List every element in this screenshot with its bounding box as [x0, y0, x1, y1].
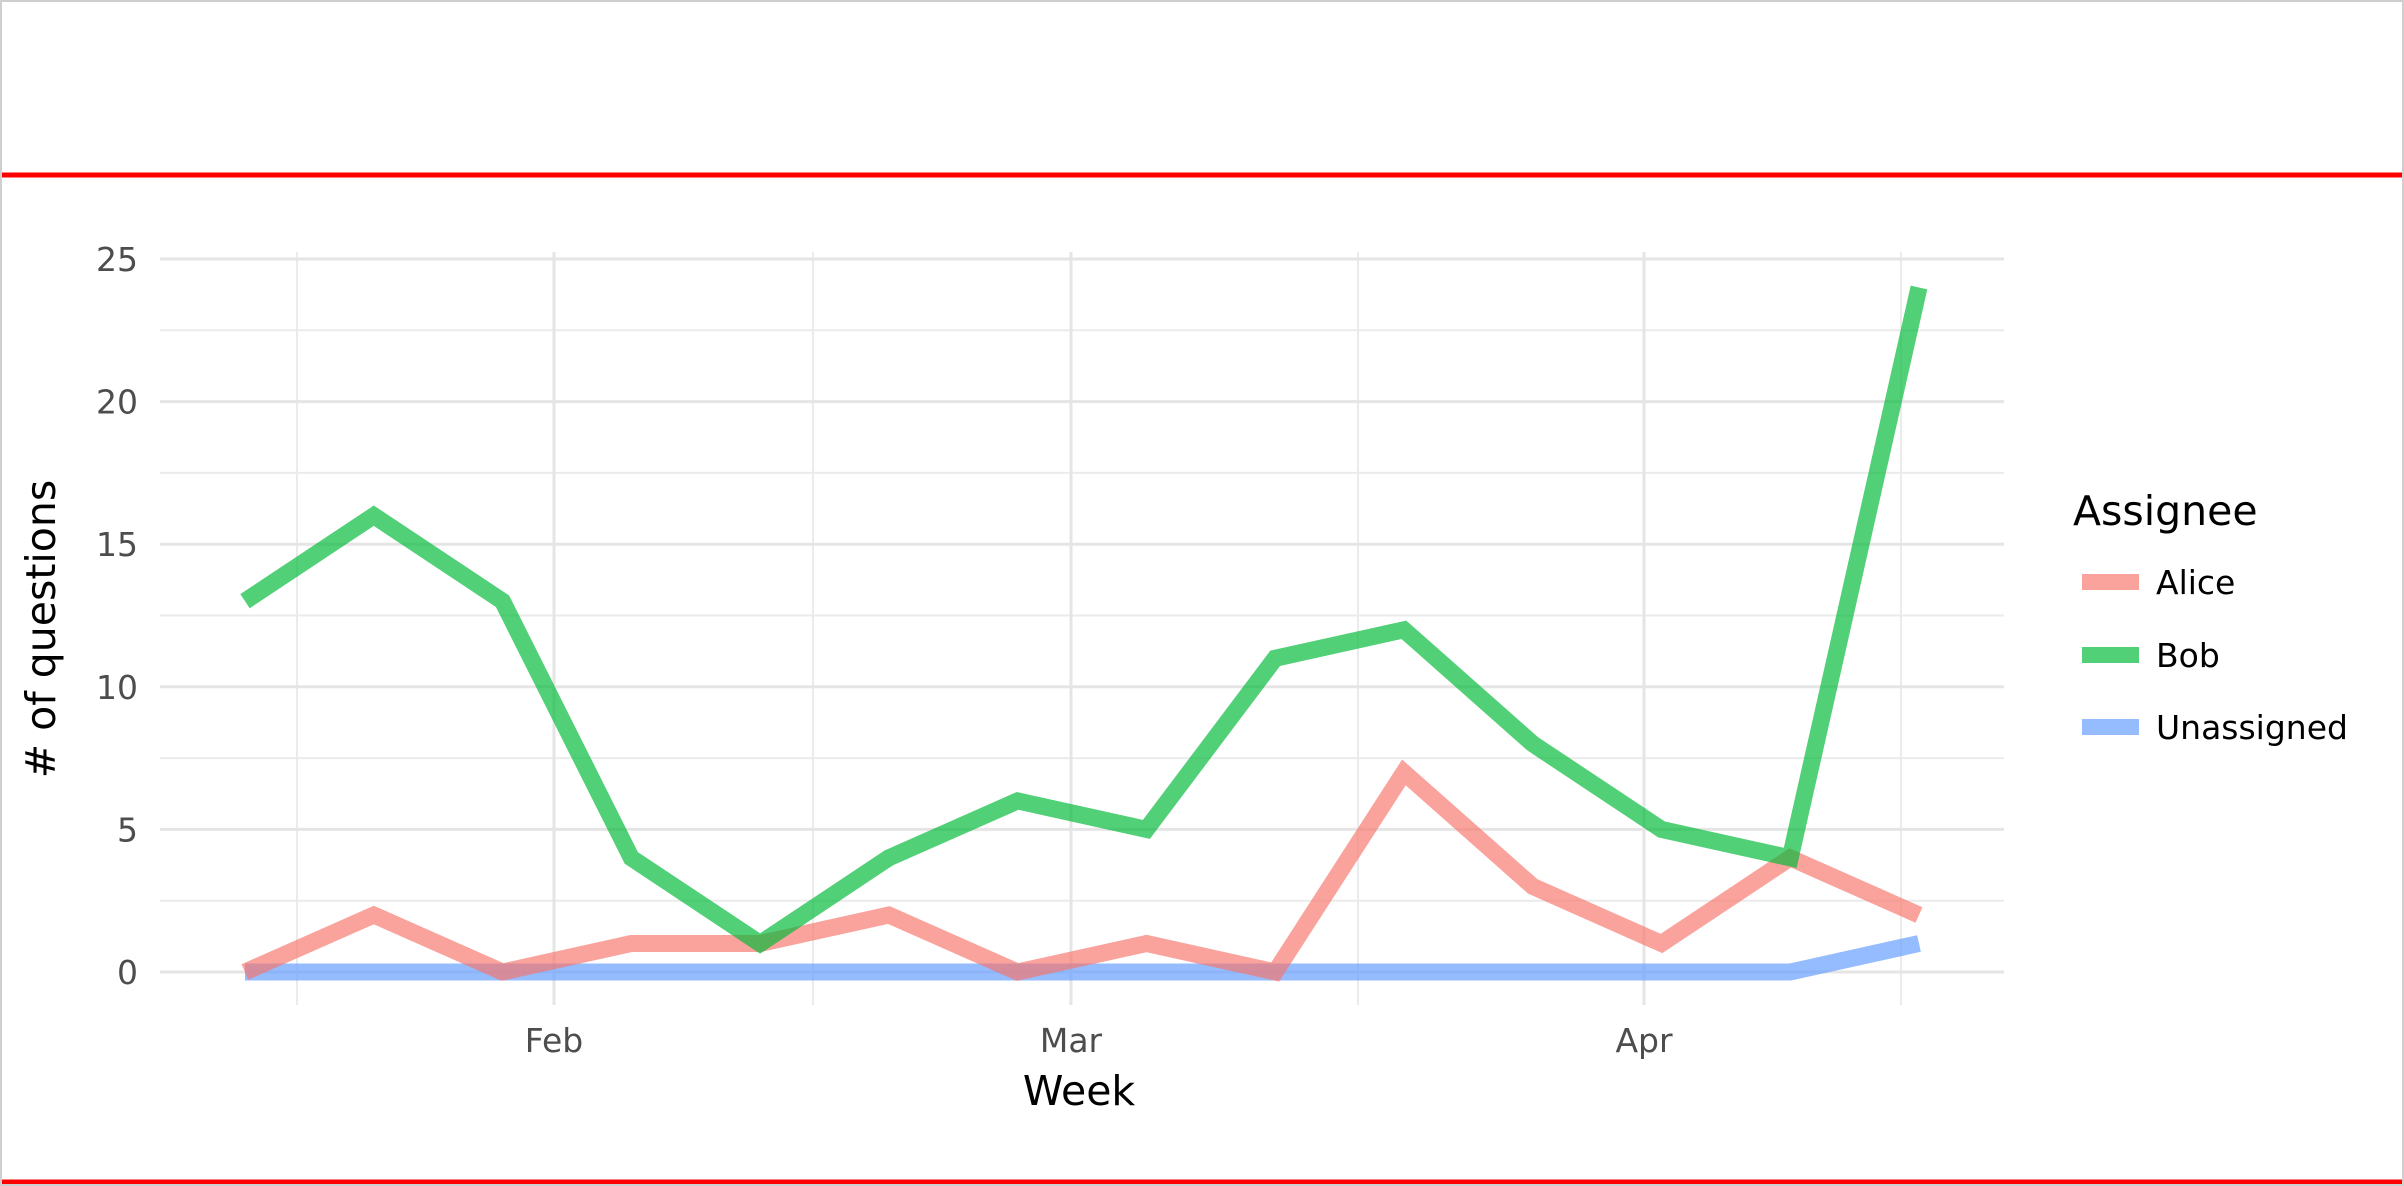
legend-title: Assignee	[2073, 487, 2258, 535]
legend-key-unassigned	[2082, 719, 2139, 735]
legend-items: Alice Bob Unassigned	[2082, 563, 2348, 747]
y-tick-label: 25	[96, 240, 138, 279]
series-line-bob	[240, 285, 1928, 954]
legend-key-alice	[2082, 574, 2139, 590]
y-tick-label: 0	[117, 953, 138, 992]
y-tick-label: 20	[96, 383, 138, 422]
y-axis-title: # of questions	[17, 480, 65, 778]
x-axis-title: Week	[1023, 1067, 1136, 1115]
legend: Assignee Alice Bob Unassigned	[2073, 487, 2348, 747]
x-tick-label: Mar	[1040, 1021, 1103, 1060]
y-tick-label: 15	[96, 525, 138, 564]
y-tick-label: 10	[96, 668, 138, 707]
legend-label-unassigned: Unassigned	[2156, 708, 2348, 747]
y-axis-ticks: 0 5 10 15 20 25	[96, 240, 138, 992]
series-line-alice	[241, 759, 1923, 982]
x-tick-label: Apr	[1615, 1021, 1673, 1060]
x-tick-label: Feb	[525, 1021, 583, 1060]
y-tick-label: 5	[117, 810, 138, 849]
legend-key-bob	[2082, 647, 2139, 663]
x-axis-ticks: Feb Mar Apr	[525, 1021, 1673, 1060]
legend-label-bob: Bob	[2156, 636, 2220, 675]
series-layer	[240, 285, 1928, 982]
legend-label-alice: Alice	[2156, 563, 2235, 602]
